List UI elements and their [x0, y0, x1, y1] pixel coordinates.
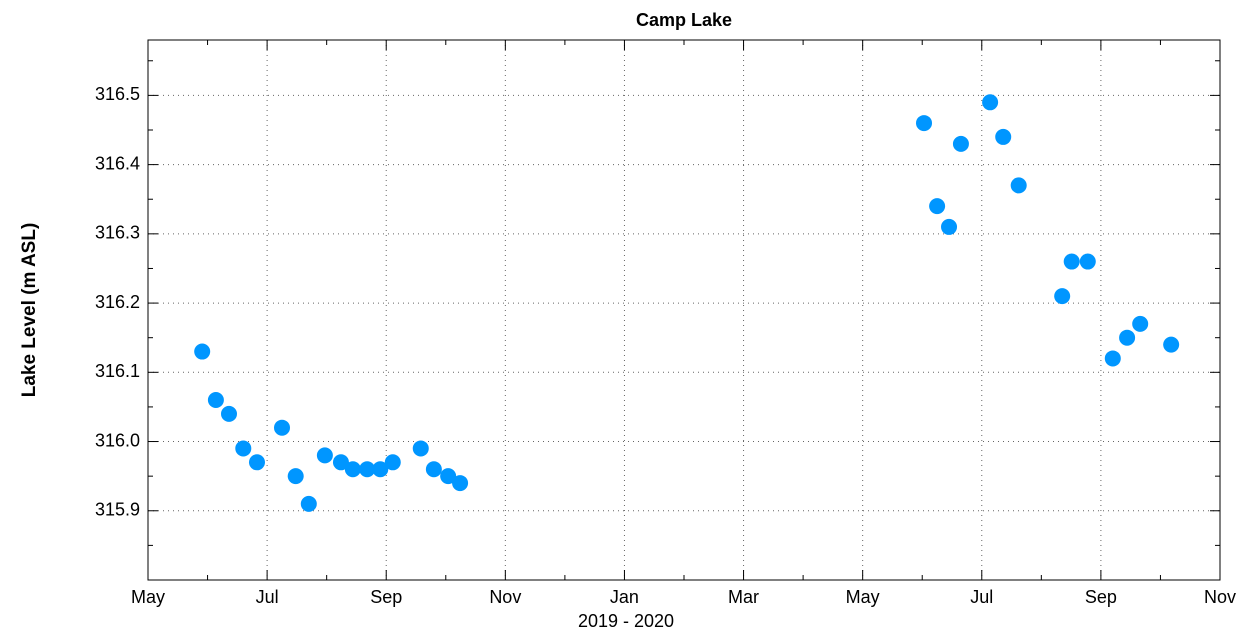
y-tick-label: 316.4	[95, 153, 140, 173]
data-point	[941, 218, 958, 235]
x-tick-label: Sep	[370, 587, 402, 607]
data-point	[207, 392, 224, 408]
y-tick-label: 316.1	[95, 361, 140, 381]
chart-title: Camp Lake	[636, 10, 732, 30]
y-tick-label: 316.5	[95, 84, 140, 104]
data-point	[995, 128, 1012, 145]
data-point	[274, 419, 290, 436]
data-point	[1054, 288, 1071, 305]
x-tick-label: Nov	[1204, 587, 1236, 607]
y-axis-label: Lake Level (m ASL)	[19, 223, 40, 398]
x-tick-label: Sep	[1085, 587, 1117, 607]
data-point	[1163, 336, 1180, 353]
x-tick-label: May	[846, 587, 880, 607]
data-point	[1119, 329, 1136, 346]
x-tick-label: Jul	[256, 587, 279, 607]
data-point	[372, 461, 389, 478]
data-point	[412, 440, 429, 457]
y-tick-label: 316.3	[95, 223, 140, 243]
data-point	[384, 454, 401, 471]
data-point	[235, 440, 252, 457]
y-tick-label: 315.9	[95, 500, 140, 520]
x-tick-label: May	[131, 587, 165, 607]
data-point	[929, 198, 946, 215]
data-point	[952, 135, 969, 152]
data-point	[452, 475, 469, 492]
data-point	[332, 454, 349, 471]
data-point	[287, 468, 304, 485]
data-point	[1104, 350, 1121, 367]
x-tick-label: Jan	[610, 587, 639, 607]
data-point	[1010, 177, 1027, 194]
data-point	[316, 447, 333, 464]
data-point	[1063, 253, 1080, 270]
x-axis-label: 2019 - 2020	[578, 611, 674, 631]
data-point	[359, 461, 376, 478]
y-tick-label: 316.2	[95, 292, 140, 312]
data-point	[220, 405, 237, 422]
data-point	[982, 94, 999, 111]
x-tick-label: Nov	[489, 587, 521, 607]
y-tick-label: 316.0	[95, 430, 140, 450]
data-point	[300, 495, 317, 512]
data-point	[248, 454, 265, 471]
data-point	[1132, 315, 1149, 332]
x-tick-label: Jul	[970, 587, 993, 607]
data-point	[916, 115, 933, 132]
data-point	[425, 461, 442, 478]
data-point	[440, 468, 457, 485]
data-point	[344, 461, 361, 478]
data-point	[1079, 253, 1096, 270]
data-point	[194, 343, 211, 360]
plot-frame	[147, 39, 1221, 581]
x-tick-label: Mar	[728, 587, 759, 607]
